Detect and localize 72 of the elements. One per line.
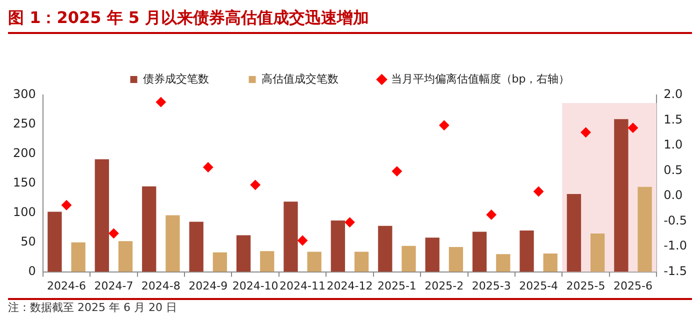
- point: [203, 162, 214, 172]
- x-tick-label: 2024-9: [188, 279, 228, 292]
- bar: [260, 251, 274, 272]
- y-tick-label: 150: [13, 176, 36, 190]
- bar: [189, 222, 204, 272]
- point: [156, 97, 166, 108]
- bar: [448, 247, 464, 272]
- x-tick-label: 2025-3: [472, 279, 511, 292]
- bar: [520, 230, 534, 272]
- y-tick-label: 0: [28, 264, 36, 278]
- x-tick-label: 2025-1: [377, 279, 416, 292]
- point: [628, 122, 638, 133]
- bar: [118, 241, 133, 272]
- x-tick-label: 2024-8: [141, 279, 180, 292]
- legend-label: 高估值成交笔数: [261, 72, 338, 86]
- point: [392, 166, 402, 176]
- bar: [94, 159, 109, 272]
- text: 注：数据截至 2025 年 6 月 20 日: [8, 300, 692, 315]
- x-tick-label: 2024-11: [280, 279, 326, 292]
- bar: [236, 235, 251, 272]
- legend-label: 债券成交笔数: [142, 72, 209, 86]
- y2-tick-label: 2.0: [664, 87, 683, 102]
- bar: [614, 119, 628, 272]
- point: [298, 235, 308, 246]
- x-tick-label: 2025-4: [519, 279, 558, 292]
- y2-tick-label: 1.0: [664, 138, 683, 152]
- chart-title: 图 1：2025 年 5 月以来债券高估值成交迅速增加: [8, 8, 692, 34]
- x-tick-label: 2024-6: [47, 279, 86, 292]
- bar: [566, 194, 582, 272]
- point: [250, 180, 260, 190]
- point: [534, 186, 544, 196]
- bar: [425, 238, 440, 272]
- bar: [307, 252, 322, 272]
- point: [344, 217, 355, 228]
- y-tick-label: 300: [13, 87, 36, 102]
- bar: [284, 202, 298, 272]
- bar: [166, 215, 180, 272]
- bar: [590, 233, 605, 272]
- x-tick-label: 2025-2: [424, 279, 464, 292]
- bar: [638, 186, 652, 272]
- y-tick-label: 100: [13, 204, 36, 219]
- bar: [48, 212, 62, 272]
- bar: [212, 252, 228, 272]
- bar: [330, 220, 346, 272]
- x-tick-label: 2024-10: [232, 279, 278, 292]
- point: [486, 210, 496, 220]
- y2-tick-label: 1.5: [664, 112, 683, 126]
- y-tick-label: 50: [20, 234, 36, 248]
- y2-tick-label: -1.0: [664, 238, 688, 253]
- y-tick-label: 200: [13, 146, 36, 160]
- x-tick-label: 2025-6: [614, 279, 652, 292]
- y2-tick-label: 0.0: [664, 188, 683, 202]
- bar: [472, 232, 487, 272]
- y-tick-label: 250: [13, 116, 36, 131]
- bar: [496, 254, 510, 272]
- point: [62, 200, 72, 210]
- point: [580, 127, 591, 138]
- x-tick-label: 2024-7: [94, 279, 134, 292]
- y2-tick-label: -0.5: [664, 213, 688, 228]
- bar: [378, 226, 392, 272]
- y2-tick-label: 0.5: [664, 162, 683, 177]
- bar: [354, 252, 369, 272]
- point: [108, 228, 119, 238]
- legend-label: 当月平均偏离估值幅度（bp，右轴）: [390, 72, 570, 86]
- x-tick-label: 2025-5: [566, 279, 606, 292]
- y2-tick-label: -1.5: [664, 264, 688, 278]
- bar: [142, 186, 156, 272]
- bar: [71, 242, 86, 272]
- x-tick-label: 2024-12: [326, 279, 373, 292]
- point: [439, 120, 450, 130]
- bar: [543, 254, 558, 272]
- bar: [402, 246, 416, 272]
